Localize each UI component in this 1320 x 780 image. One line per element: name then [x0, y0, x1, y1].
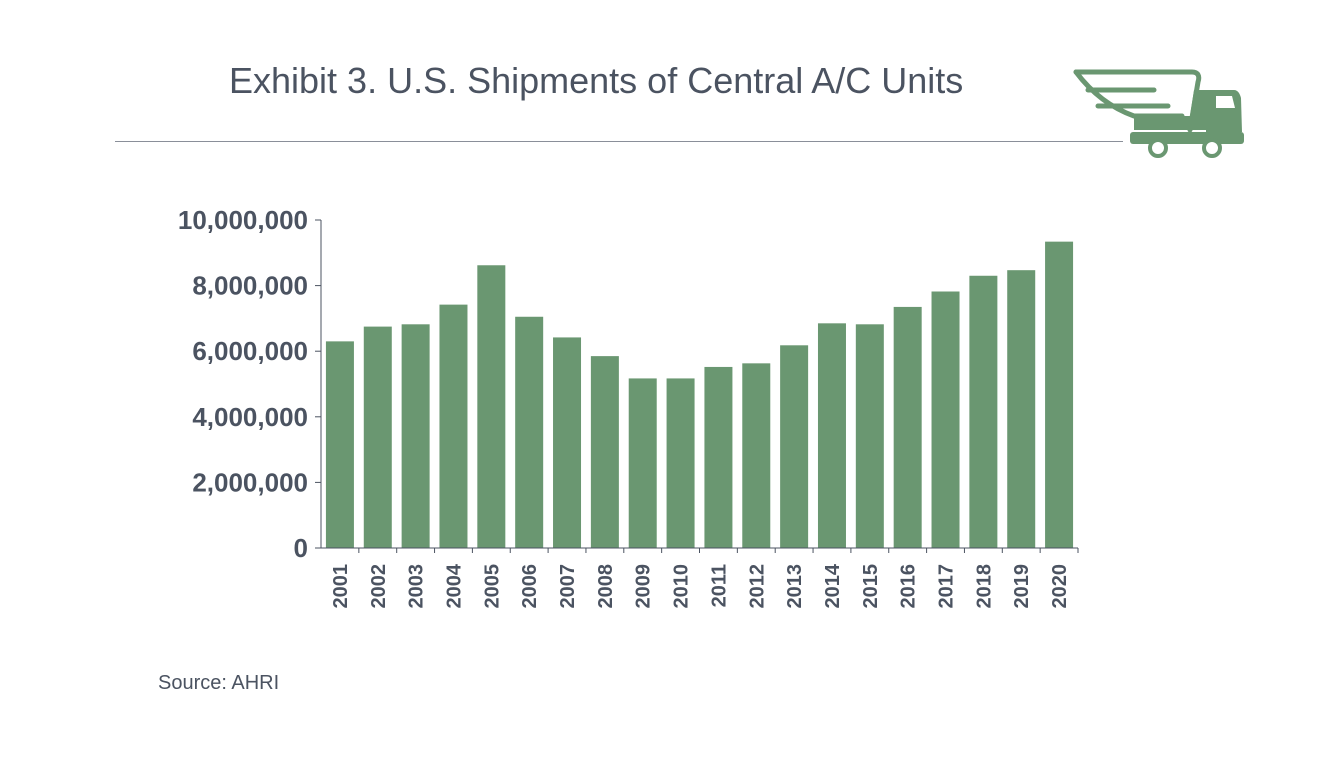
x-tick-label: 2014 [822, 563, 844, 608]
bar-2018 [969, 275, 998, 548]
x-tick-label: 2007 [557, 564, 579, 609]
bar-2009 [628, 378, 657, 548]
x-tick-label: 2002 [368, 564, 390, 609]
bar-2002 [363, 326, 392, 548]
bar-2001 [325, 341, 354, 548]
x-tick-label: 2020 [1049, 564, 1071, 609]
x-tick-label: 2015 [860, 564, 882, 609]
x-tick-label: 2005 [481, 564, 503, 609]
bar-2011 [704, 366, 733, 548]
bar-2007 [553, 337, 582, 548]
bar-2004 [439, 304, 468, 548]
y-tick-label: 8,000,000 [192, 271, 308, 301]
bar-2016 [893, 306, 922, 548]
bar-2013 [780, 345, 809, 548]
x-tick-label: 2001 [330, 564, 352, 609]
bar-2012 [742, 363, 771, 548]
x-tick-label: 2004 [443, 563, 465, 608]
page-title: Exhibit 3. U.S. Shipments of Central A/C… [229, 60, 964, 101]
bar-chart: 0 2,000,000 4,000,000 6,000,000 8,000,000 10,… [178, 205, 1079, 609]
source-note: Source: AHRI [158, 672, 280, 694]
bar-2010 [666, 378, 695, 548]
y-tick-label: 0 [294, 533, 308, 563]
bar-2014 [817, 323, 846, 548]
y-tick-label: 10,000,000 [178, 205, 308, 235]
x-tick-label: 2008 [595, 564, 617, 609]
bar-2020 [1045, 241, 1074, 548]
x-tick-label: 2011 [708, 564, 730, 607]
bar-2015 [855, 324, 884, 548]
bar-2019 [1007, 270, 1036, 548]
x-tick-label: 2017 [936, 564, 958, 609]
bar-2005 [477, 265, 506, 548]
x-tick-label: 2006 [519, 564, 541, 609]
bar-2006 [515, 316, 544, 548]
bar-2017 [931, 291, 960, 548]
y-tick-label: 2,000,000 [192, 467, 308, 497]
x-tick-label: 2013 [784, 564, 806, 609]
bar-2003 [401, 324, 430, 548]
y-tick-label: 6,000,000 [192, 336, 308, 366]
x-tick-label: 2018 [973, 564, 995, 609]
title-divider [115, 141, 1123, 142]
x-tick-label: 2009 [633, 564, 655, 609]
x-tick-label: 2003 [406, 564, 428, 609]
x-tick-label: 2010 [671, 564, 693, 609]
x-tick-label: 2016 [898, 564, 920, 609]
bar-2008 [590, 356, 619, 548]
x-tick-label: 2019 [1011, 564, 1033, 609]
winged-truck-icon [1073, 69, 1244, 158]
x-tick-label: 2012 [746, 564, 768, 609]
y-tick-label: 4,000,000 [192, 402, 308, 432]
